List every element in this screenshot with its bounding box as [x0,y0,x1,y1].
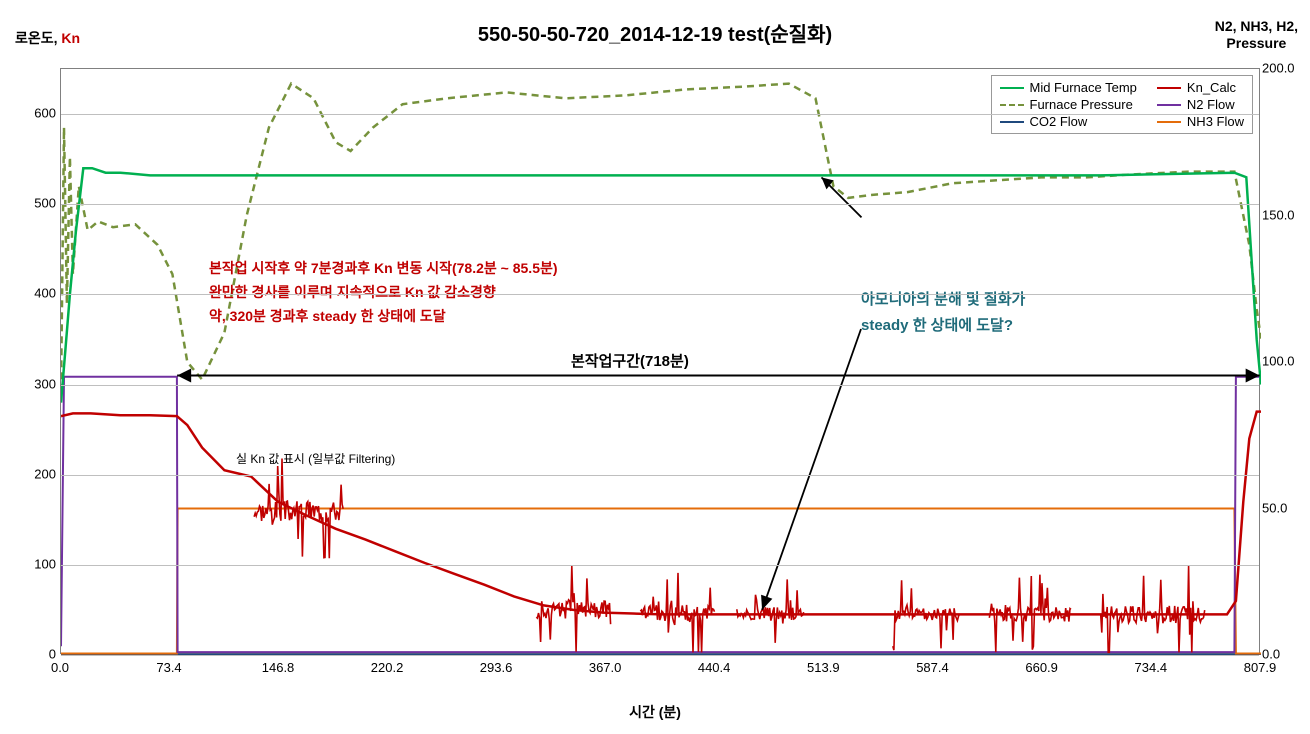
xtick: 734.4 [1135,660,1168,675]
xtick: 513.9 [807,660,840,675]
legend-label: Mid Furnace Temp [1030,80,1137,95]
series-line [989,575,1071,653]
xtick: 660.9 [1025,660,1058,675]
arrowhead-icon [1246,369,1260,383]
series-line [254,459,343,559]
ytick-left: 400 [30,286,56,301]
gridline [61,475,1259,476]
annotation-small-label: 실 Kn 값 표시 (일부값 Filtering) [236,449,395,469]
xtick: 0.0 [51,660,69,675]
legend-label: CO2 Flow [1030,114,1088,129]
series-line [61,509,1261,654]
legend-label: Furnace Pressure [1030,97,1133,112]
legend-item: NH3 Flow [1157,114,1244,129]
gridline [61,565,1259,566]
ytick-left: 200 [30,466,56,481]
series-line [61,412,1261,615]
chart-title: 550-50-50-720_2014-12-19 test(순질화) [478,18,832,47]
ytick-left: 500 [30,196,56,211]
legend-label: Kn_Calc [1187,80,1236,95]
xtick: 367.0 [589,660,622,675]
gridline [61,204,1259,205]
gridline [61,114,1259,115]
xtick: 220.2 [371,660,404,675]
ytick-left: 300 [30,376,56,391]
legend-label: NH3 Flow [1187,114,1244,129]
ytick-right: 50.0 [1262,500,1302,515]
gridline [61,294,1259,295]
y-axis-right-label: N2, NH3, H2, Pressure [1215,18,1298,52]
arrowhead-icon [821,177,833,189]
legend-swatch [1000,104,1024,106]
legend-swatch [1000,121,1024,123]
y-axis-left-label: 로온도, Kn [15,28,80,48]
arrowhead-icon [761,595,772,610]
legend-item: Kn_Calc [1157,80,1244,95]
series-line [737,579,804,642]
series-line [762,329,861,610]
legend-item: Mid Furnace Temp [1000,80,1137,95]
legend-swatch [1157,104,1181,106]
ytick-right: 100.0 [1262,354,1302,369]
legend-item: Furnace Pressure [1000,97,1137,112]
legend-swatch [1157,87,1181,89]
legend-swatch [1000,87,1024,89]
xtick: 807.9 [1244,660,1277,675]
series-line [893,580,960,650]
annotation-red-block: 본작업 시작후 약 7분경과후 Kn 변동 시작(78.2분 ~ 85.5분) … [209,257,558,328]
series-line [61,377,1261,652]
series-line [1101,566,1205,652]
annotation-span-label: 본작업구간(718분) [571,349,689,375]
gridline [61,385,1259,386]
xtick: 293.6 [480,660,513,675]
xtick: 73.4 [156,660,181,675]
ytick-right: 200.0 [1262,61,1302,76]
ytick-left: 100 [30,556,56,571]
series-line [536,566,610,652]
ytick-left: 600 [30,106,56,121]
legend-swatch [1157,121,1181,123]
ytick-right: 150.0 [1262,207,1302,222]
legend: Mid Furnace Temp Kn_Calc Furnace Pressure N… [991,75,1254,134]
plot-area: Mid Furnace Temp Kn_Calc Furnace Pressure N… [60,68,1260,654]
chart-container: 550-50-50-720_2014-12-19 test(순질화) 로온도, … [0,0,1310,734]
series-line [640,573,714,652]
xtick: 146.8 [262,660,295,675]
arrowhead-icon [177,369,191,383]
series-line [821,177,861,217]
xtick: 440.4 [698,660,731,675]
x-axis-label: 시간 (분) [629,702,681,722]
legend-item: CO2 Flow [1000,114,1137,129]
legend-label: N2 Flow [1187,97,1235,112]
legend-item: N2 Flow [1157,97,1244,112]
gridline [61,655,1259,656]
xtick: 587.4 [916,660,949,675]
